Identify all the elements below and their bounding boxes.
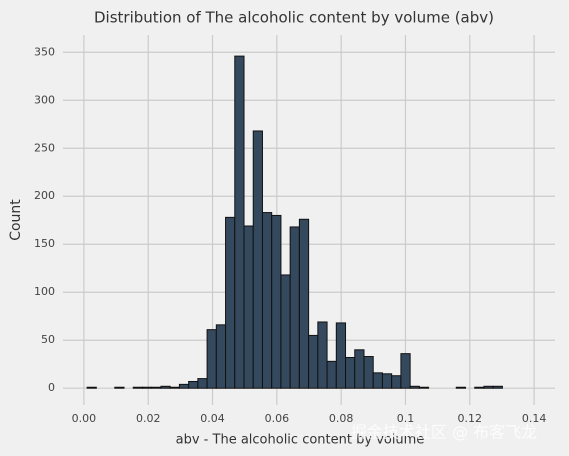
histogram-bar [492, 385, 503, 389]
histogram-bar [234, 55, 245, 389]
histogram-bar [317, 321, 328, 389]
histogram-bar [151, 386, 162, 389]
histogram-bar [280, 274, 291, 389]
histogram-bar [381, 373, 393, 389]
x-axis-label: abv - The alcoholic content by volume [176, 433, 425, 448]
histogram-bar [483, 385, 494, 389]
y-tick-label: 150 [34, 237, 55, 250]
histogram-bar [354, 349, 365, 389]
histogram-bar [141, 386, 153, 389]
chart-title: Distribution of The alcoholic content by… [94, 9, 494, 27]
histogram-bar [132, 386, 143, 389]
x-tick-label: 0.04 [200, 412, 225, 425]
histogram-bar [289, 226, 300, 389]
histogram-bar [455, 386, 467, 389]
histogram-bar [206, 329, 217, 389]
histogram-bar [363, 356, 374, 389]
x-tick-label: 0.14 [522, 412, 547, 425]
y-tick-label: 200 [34, 189, 55, 202]
y-tick-label: 0 [48, 381, 55, 394]
watermark: 掘金技术社区 @ 布客飞龙 [351, 423, 537, 442]
histogram-bar [86, 386, 97, 389]
histogram-bar [215, 324, 227, 389]
histogram-bar [474, 386, 485, 389]
histogram-bar [169, 386, 180, 389]
y-tick-label: 50 [41, 333, 55, 346]
histogram-bar [243, 225, 254, 389]
x-tick-label: 0.08 [329, 412, 354, 425]
y-axis-label: Count [8, 199, 24, 241]
y-tick-label: 300 [34, 93, 55, 106]
histogram-bar [178, 383, 190, 389]
x-tick-label: 0.12 [458, 412, 483, 425]
histogram-bar [271, 214, 282, 389]
histogram-bar [335, 322, 347, 389]
x-tick-label: 0.00 [72, 412, 97, 425]
histogram-bar [225, 216, 236, 389]
x-tick-label: 0.1 [397, 412, 415, 425]
x-tick-label: 0.06 [265, 412, 290, 425]
histogram-bar [114, 386, 125, 389]
histogram-bar [409, 385, 420, 389]
histogram-bar [188, 380, 199, 389]
histogram-bar [391, 375, 402, 389]
y-tick-label: 350 [34, 45, 55, 58]
histogram-bar [252, 130, 263, 389]
y-tick-label: 100 [34, 285, 55, 298]
y-tick-label: 250 [34, 141, 55, 154]
histogram-bar [400, 353, 411, 389]
histogram-bar [326, 360, 337, 389]
histogram-bar [197, 378, 208, 389]
histogram-bar [298, 218, 310, 389]
histogram-bar [160, 385, 171, 389]
histogram-bar [418, 386, 430, 389]
x-tick-label: 0.02 [136, 412, 161, 425]
histogram-bar [308, 334, 319, 389]
histogram-bar [261, 212, 273, 389]
histogram-bar [345, 356, 356, 389]
plot-area: 0 50 100 150 200 250 300 350 0.00 0.02 0.04 0.06 0.0… [34, 35, 555, 425]
histogram-bar [372, 372, 383, 389]
